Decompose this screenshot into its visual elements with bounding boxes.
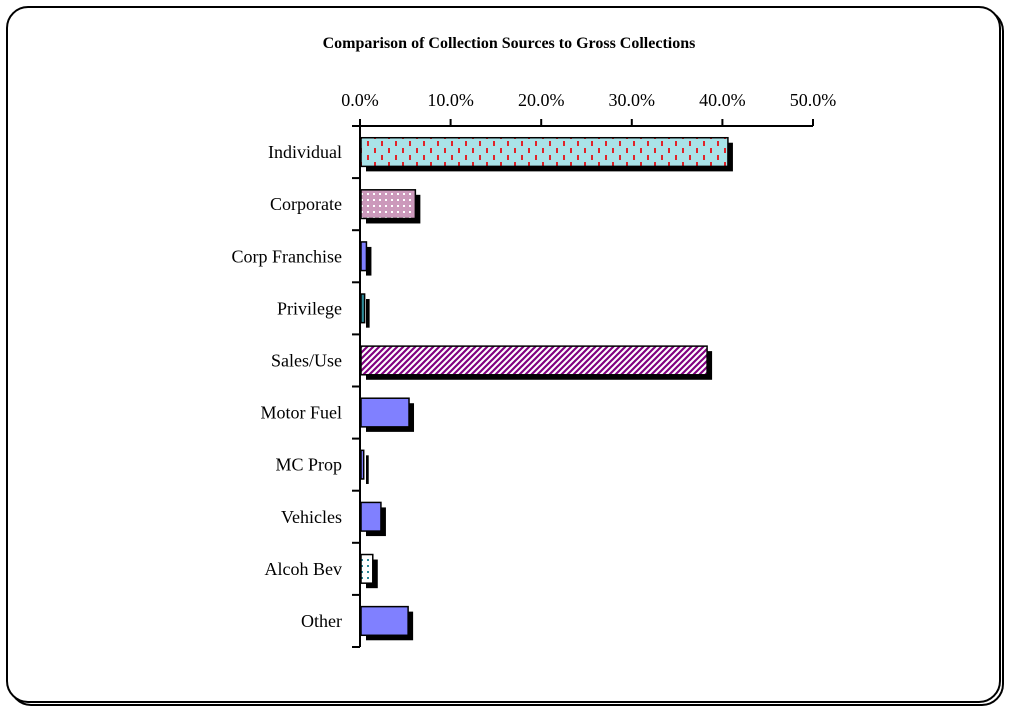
bar-vehicles — [360, 501, 382, 532]
bar-alcoh-bev — [360, 553, 374, 584]
category-label: Corp Franchise — [232, 246, 342, 266]
category-label: MC Prop — [275, 455, 342, 475]
bar-shadow — [366, 246, 372, 276]
bar-corp-franchise — [360, 241, 368, 272]
category-label: Motor Fuel — [260, 403, 342, 423]
x-tick-label: 50.0% — [790, 90, 837, 110]
chart-title: Comparison of Collection Sources to Gros… — [323, 35, 696, 52]
bar-individual — [360, 136, 729, 168]
category-label: Other — [301, 611, 342, 631]
x-tick-label: 30.0% — [609, 90, 656, 110]
x-tick-label: 0.0% — [341, 90, 379, 110]
x-tick-label: 40.0% — [699, 90, 746, 110]
bar-sales-use — [360, 345, 708, 376]
bar-other — [360, 605, 409, 637]
category-label: Alcoh Bev — [265, 559, 342, 579]
x-tick-label: 10.0% — [427, 90, 474, 110]
bar-shadow — [366, 299, 370, 328]
category-label: Individual — [268, 142, 342, 162]
category-label: Corporate — [270, 194, 342, 214]
bar-privilege — [360, 293, 366, 324]
category-label: Sales/Use — [271, 350, 342, 370]
bar-motor-fuel — [360, 397, 410, 428]
category-label: Vehicles — [281, 507, 342, 527]
chart-frame — [6, 6, 1001, 703]
bar-corporate — [360, 189, 417, 220]
bar-shadow — [366, 455, 369, 484]
x-tick-label: 20.0% — [518, 90, 565, 110]
bar-mc-prop — [360, 449, 365, 480]
axis-layer: 0.0% 10.0% 20.0% 30.0% 40.0% 50.0% Individual C… — [232, 90, 837, 648]
category-label: Privilege — [277, 298, 342, 318]
bar-layer — [360, 136, 733, 641]
